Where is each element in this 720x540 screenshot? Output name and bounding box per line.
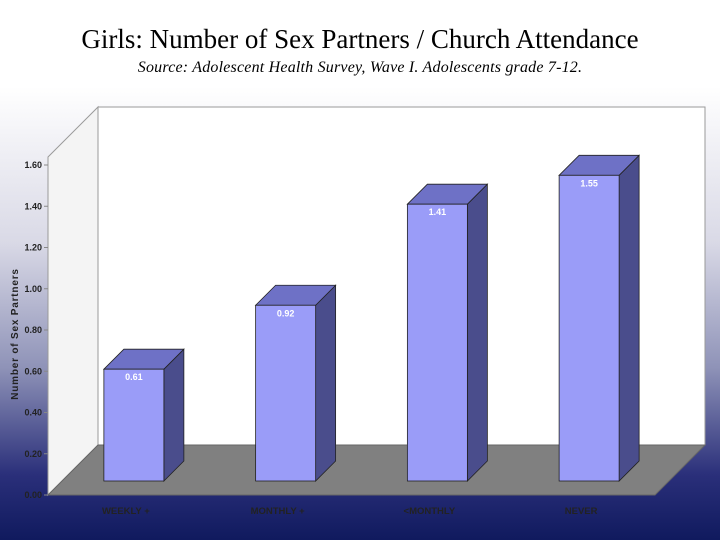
y-tick-label: 1.60	[24, 160, 42, 170]
y-axis-title: Number of Sex Partners	[10, 268, 21, 400]
data-label: 0.92	[277, 308, 295, 318]
slide-subtitle: Source: Adolescent Health Survey, Wave I…	[137, 59, 583, 76]
y-tick-label: 0.20	[24, 449, 42, 459]
bar-front	[558, 174, 620, 482]
y-tick-label: 0.40	[24, 408, 42, 418]
y-tick-label: 0.60	[24, 366, 42, 376]
bar: 0.61	[102, 348, 185, 482]
data-label: 0.61	[125, 372, 143, 382]
x-tick-label: NEVER	[565, 506, 598, 517]
x-tick-label: <MONTHLY	[404, 506, 456, 517]
x-tick-label: WEEKLY +	[102, 506, 150, 517]
y-tick-label: 1.40	[24, 201, 42, 211]
bar-side	[315, 284, 337, 482]
bar-front	[406, 203, 468, 482]
bar: 0.92	[254, 284, 337, 482]
chart-back-wall	[47, 105, 706, 497]
y-axis-ticks: 0.00 0.20 0.40 0.60 0.80 1.00 1.20 1.40 1.60	[24, 160, 48, 500]
bar-front	[103, 368, 165, 482]
x-axis-labels: WEEKLY + MONTHLY + <MONTHLY NEVER	[102, 506, 598, 517]
floor-plane	[46, 444, 707, 496]
bar-side	[163, 348, 185, 482]
data-label: 1.41	[429, 207, 447, 217]
bar-front	[255, 304, 317, 482]
side-wall	[47, 105, 99, 497]
chart-floor	[46, 444, 707, 496]
y-tick-label: 0.00	[24, 490, 42, 500]
y-tick-label: 1.20	[24, 243, 42, 253]
slide-title: Girls: Number of Sex Partners / Church A…	[81, 24, 639, 54]
x-tick-label: MONTHLY +	[251, 506, 306, 517]
data-label: 1.55	[580, 178, 598, 188]
bar-side	[618, 154, 640, 482]
y-tick-label: 0.80	[24, 325, 42, 335]
y-tick-label: 1.00	[24, 284, 42, 294]
bar-side	[466, 183, 488, 482]
bars: 0.61 0.92 1.41 1.55	[102, 154, 641, 482]
bar: 1.55	[558, 154, 641, 482]
bar: 1.41	[406, 183, 489, 482]
